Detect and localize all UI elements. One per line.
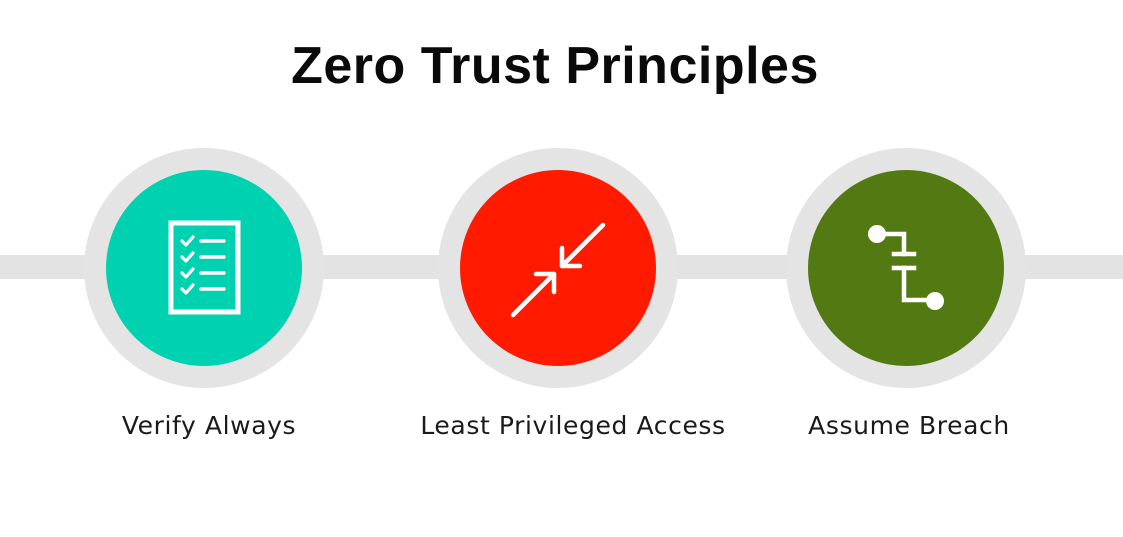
principle-label: Verify Always — [121, 411, 297, 440]
broken-connection-icon — [868, 225, 944, 310]
principle-label: Assume Breach — [808, 411, 1010, 440]
principle-node-verify-always — [84, 148, 324, 388]
principle-node-least-privileged-access — [438, 148, 678, 388]
checklist-icon — [168, 220, 241, 315]
principle-node-assume-breach — [786, 148, 1026, 388]
principle-disc — [460, 170, 656, 366]
principle-disc — [106, 170, 302, 366]
principle-disc — [808, 170, 1004, 366]
principle-label: Least Privileged Access — [420, 411, 726, 440]
page-title: Zero Trust Principles — [291, 37, 819, 95]
compress-arrows-icon — [510, 222, 606, 318]
